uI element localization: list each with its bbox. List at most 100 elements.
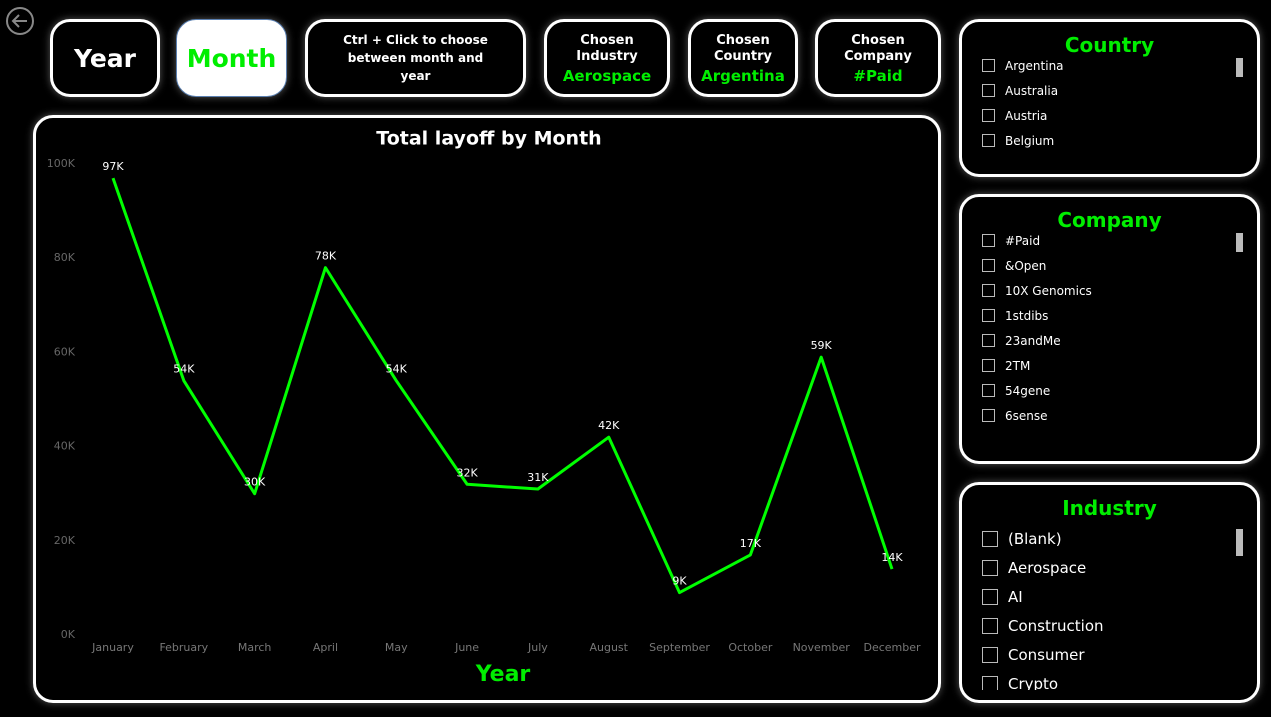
data-label: 54K	[386, 363, 408, 376]
checkbox[interactable]	[982, 59, 995, 72]
checkbox[interactable]	[982, 334, 995, 347]
slicer-item[interactable]: 54gene	[982, 378, 1233, 403]
hint-text: Ctrl + Click to choose between month and…	[343, 33, 488, 83]
x-tick-label: October	[728, 641, 772, 654]
chart-panel	[33, 115, 941, 703]
x-tick-label: February	[159, 641, 208, 654]
y-tick-label: 0K	[61, 628, 76, 641]
chosen-card: Chosen Industry Aerospace	[544, 19, 670, 97]
x-tick-label: November	[793, 641, 851, 654]
checkbox[interactable]	[982, 234, 995, 247]
slicer-item[interactable]: 2TM	[982, 353, 1233, 378]
item-label: Consumer	[1008, 645, 1085, 664]
data-label: 17K	[740, 537, 762, 550]
data-label: 14K	[881, 551, 903, 564]
button-label: Month	[186, 43, 277, 73]
chosen-title: Chosen Country	[713, 32, 773, 64]
slicer: Company #Paid &Open 10X Genomics 1stdibs 23an…	[959, 194, 1260, 464]
back-button[interactable]	[4, 4, 44, 44]
slicer-item[interactable]: #Paid	[982, 228, 1233, 253]
y-tick-label: 60K	[54, 345, 76, 358]
checkbox[interactable]	[982, 309, 995, 322]
slicer-title: Country	[1064, 33, 1155, 57]
checkbox[interactable]	[982, 646, 998, 663]
slicer-item[interactable]: 6sense	[982, 403, 1233, 428]
slicer-item[interactable]: 7Shifts	[982, 428, 1233, 432]
data-label: 97K	[102, 160, 124, 173]
data-label: 31K	[527, 471, 549, 484]
x-axis-title: Year	[475, 662, 531, 687]
x-tick-label: June	[454, 641, 479, 654]
checkbox[interactable]	[982, 559, 998, 576]
checkbox[interactable]	[982, 617, 998, 634]
slicer: Country Argentina Australia Austria Belgium	[959, 19, 1260, 177]
chosen-card: Chosen Company #Paid	[815, 19, 941, 97]
chosen-value: #Paid	[853, 66, 903, 85]
line	[111, 177, 894, 595]
x-tick-label: July	[527, 641, 548, 654]
checkbox[interactable]	[982, 134, 995, 147]
slicer-item[interactable]: 1stdibs	[982, 303, 1233, 328]
slicer-item[interactable]: Aerospace	[982, 553, 1233, 582]
slicer-item[interactable]: (Blank)	[982, 524, 1233, 553]
y-tick-label: 100K	[47, 157, 76, 170]
data-label: 32K	[456, 466, 478, 479]
slicer-item[interactable]: &Open	[982, 253, 1233, 278]
item-label: 6sense	[1005, 408, 1048, 423]
slicer-list: (Blank) Aerospace AI Construction Consumer Cr…	[982, 524, 1233, 690]
checkbox[interactable]	[982, 84, 995, 97]
slicer-item[interactable]: 23andMe	[982, 328, 1233, 353]
scrollbar	[1236, 58, 1243, 77]
x-tick-label: August	[589, 641, 628, 654]
item-label: 54gene	[1005, 383, 1051, 398]
data-label: 9K	[672, 575, 687, 588]
item-label: AI	[1008, 587, 1023, 606]
toggle-button[interactable]: Year	[50, 19, 160, 97]
item-label: Construction	[1008, 616, 1104, 635]
item-label: 1stdibs	[1005, 308, 1049, 323]
item-label: Belgium	[1005, 133, 1055, 148]
slicer-list: Argentina Australia Austria Belgium	[982, 53, 1233, 153]
x-tick-label: April	[313, 641, 338, 654]
slicer-item[interactable]: Australia	[982, 78, 1233, 103]
checkbox[interactable]	[982, 284, 995, 297]
checkbox[interactable]	[982, 259, 995, 272]
slicer-item[interactable]: Argentina	[982, 53, 1233, 78]
item-label: Argentina	[1005, 58, 1064, 73]
data-label: 30K	[244, 476, 266, 489]
x-tick-label: May	[385, 641, 408, 654]
slicer-item[interactable]: Belgium	[982, 128, 1233, 153]
x-tick-label: September	[649, 641, 710, 654]
item-label: Aerospace	[1008, 558, 1087, 577]
slicer-item[interactable]: Consumer	[982, 640, 1233, 669]
toggle-button[interactable]: Month	[176, 19, 287, 97]
slicer-item[interactable]: AI	[982, 582, 1233, 611]
slicer-list: #Paid &Open 10X Genomics 1stdibs 23andMe 2TM 5…	[982, 228, 1233, 432]
checkbox[interactable]	[982, 588, 998, 605]
item-label: #Paid	[1005, 233, 1041, 248]
item-label: (Blank)	[1008, 529, 1062, 548]
chosen-title: Chosen Industry	[576, 32, 638, 64]
slicer-item[interactable]: Austria	[982, 103, 1233, 128]
checkbox[interactable]	[982, 359, 995, 372]
slicer-item[interactable]: Crypto	[982, 669, 1233, 690]
button-label: Year	[74, 43, 136, 73]
slicer: Industry (Blank) Aerospace AI Construction Co…	[959, 482, 1260, 703]
item-label: 10X Genomics	[1005, 283, 1092, 298]
item-label: 2TM	[1005, 358, 1031, 373]
checkbox[interactable]	[982, 409, 995, 422]
checkbox[interactable]	[982, 384, 995, 397]
y-tick-label: 80K	[54, 251, 76, 264]
y-tick-label: 40K	[54, 440, 76, 453]
item-label: Australia	[1005, 83, 1059, 98]
checkbox[interactable]	[982, 530, 998, 547]
slicer-item[interactable]: 10X Genomics	[982, 278, 1233, 303]
item-label: Crypto	[1008, 674, 1059, 691]
item-label: 23andMe	[1005, 333, 1061, 348]
data-label: 54K	[173, 363, 195, 376]
slicer-item[interactable]: Construction	[982, 611, 1233, 640]
checkbox[interactable]	[982, 675, 998, 690]
checkbox[interactable]	[982, 109, 995, 122]
x-tick-label: December	[863, 641, 921, 654]
